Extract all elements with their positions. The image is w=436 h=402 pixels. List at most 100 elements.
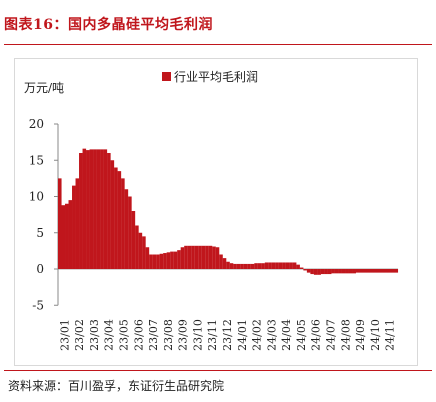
x-tick-label: 24/07 bbox=[324, 319, 337, 351]
bar bbox=[163, 253, 167, 269]
bar bbox=[331, 269, 335, 274]
bar bbox=[110, 160, 115, 269]
bar bbox=[355, 269, 360, 273]
legend-label: 行业平均毛利润 bbox=[174, 70, 258, 84]
bar bbox=[313, 269, 318, 275]
bar bbox=[131, 211, 136, 269]
y-tick-label: -5 bbox=[32, 298, 44, 312]
bar bbox=[93, 149, 97, 269]
bar bbox=[103, 149, 108, 269]
bar bbox=[75, 178, 80, 269]
bar bbox=[254, 263, 258, 269]
bar bbox=[138, 232, 143, 269]
bar bbox=[264, 262, 269, 269]
labels-layer: -5 0 5 10 15 20 23/01 23/02 23/03 23/04 23/05 23/06… bbox=[29, 117, 397, 351]
y-tick-label: 5 bbox=[36, 226, 44, 240]
bar bbox=[208, 245, 213, 269]
source-note: 资料来源：百川盈孚，东证衍生品研究院 bbox=[8, 379, 225, 393]
x-tick-label: 24/01 bbox=[236, 319, 249, 351]
bar bbox=[236, 263, 241, 269]
bar bbox=[135, 225, 139, 269]
bar bbox=[278, 262, 283, 269]
bar bbox=[233, 263, 237, 269]
bar bbox=[222, 258, 227, 269]
y-tick-label: 15 bbox=[29, 153, 44, 167]
chart-title: 图表16：国内多晶硅平均毛利润 bbox=[4, 17, 213, 33]
x-tick-label: 23/12 bbox=[221, 319, 234, 351]
bar bbox=[320, 269, 325, 275]
bar bbox=[292, 262, 297, 269]
bar bbox=[352, 269, 356, 274]
bar bbox=[306, 269, 311, 273]
x-tick-label: 24/03 bbox=[265, 319, 278, 351]
bar bbox=[380, 269, 385, 273]
bar bbox=[215, 247, 220, 269]
bar bbox=[394, 269, 399, 273]
bar bbox=[282, 262, 286, 269]
bar bbox=[338, 269, 342, 274]
bar bbox=[149, 254, 153, 269]
x-tick-label: 23/01 bbox=[58, 319, 71, 351]
x-tick-label: 24/02 bbox=[251, 319, 264, 351]
bar bbox=[191, 245, 195, 269]
bar bbox=[369, 269, 374, 273]
x-tick-label: 23/02 bbox=[73, 319, 86, 351]
bar bbox=[212, 246, 216, 269]
bar bbox=[257, 263, 262, 269]
y-tick-label: 0 bbox=[36, 262, 44, 276]
bar bbox=[121, 178, 125, 269]
x-tick-label: 24/05 bbox=[295, 319, 308, 351]
bar bbox=[152, 254, 157, 269]
bar bbox=[89, 149, 94, 269]
bar bbox=[310, 269, 314, 275]
x-tick-label: 23/05 bbox=[118, 319, 131, 351]
bar bbox=[68, 200, 73, 269]
bar bbox=[324, 269, 328, 275]
bar bbox=[362, 269, 367, 273]
bar bbox=[114, 167, 118, 269]
title-divider bbox=[4, 44, 432, 45]
bar bbox=[124, 189, 129, 269]
bar bbox=[359, 269, 363, 273]
chart-frame bbox=[14, 58, 418, 366]
x-tick-label: 24/11 bbox=[384, 319, 397, 351]
bar bbox=[303, 269, 307, 271]
bar bbox=[156, 254, 160, 269]
bar bbox=[187, 245, 192, 269]
bar bbox=[268, 262, 272, 269]
bar bbox=[341, 269, 346, 274]
bar bbox=[243, 263, 248, 269]
bar bbox=[96, 149, 101, 269]
bar bbox=[348, 269, 353, 274]
legend-swatch bbox=[162, 72, 171, 81]
bar bbox=[317, 269, 321, 275]
bar bbox=[128, 196, 132, 269]
bar bbox=[79, 153, 83, 269]
bar bbox=[201, 245, 206, 269]
bar bbox=[142, 236, 146, 269]
bar bbox=[58, 178, 62, 269]
bar bbox=[226, 261, 230, 269]
bar bbox=[366, 269, 371, 273]
bar bbox=[159, 253, 164, 269]
x-tick-label: 24/09 bbox=[354, 319, 367, 351]
bar bbox=[299, 267, 304, 269]
bar bbox=[240, 263, 244, 269]
bar bbox=[289, 262, 293, 269]
x-tick-label: 24/10 bbox=[369, 319, 382, 351]
x-tick-label: 23/04 bbox=[103, 319, 116, 351]
bar bbox=[166, 252, 171, 269]
x-tick-label: 23/08 bbox=[162, 319, 175, 351]
x-tick-label: 23/10 bbox=[191, 319, 204, 351]
bar bbox=[285, 262, 290, 269]
x-tick-label: 23/06 bbox=[132, 319, 145, 351]
bar bbox=[383, 269, 388, 273]
bar bbox=[345, 269, 349, 274]
bar bbox=[170, 251, 174, 269]
x-tick-label: 24/06 bbox=[310, 319, 323, 351]
x-tick-label: 23/09 bbox=[177, 319, 190, 351]
bar bbox=[184, 245, 188, 269]
bar bbox=[376, 269, 381, 273]
y-tick-label: 20 bbox=[29, 117, 44, 131]
bar bbox=[247, 263, 251, 269]
